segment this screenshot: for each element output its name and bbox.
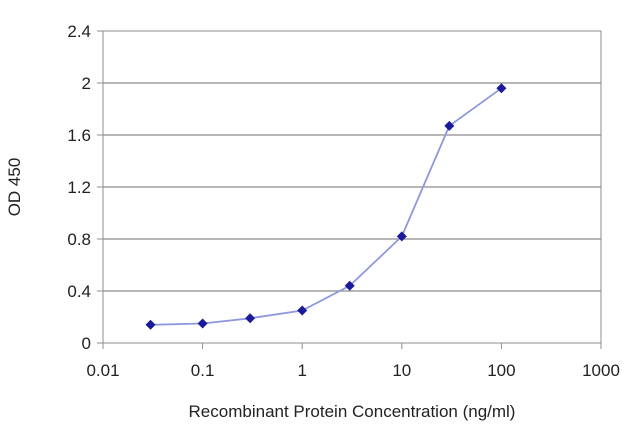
data-point [496,83,507,94]
y-tick-label: 1.6 [67,126,91,145]
data-point [444,120,455,131]
series-line [150,87,502,326]
data-point [145,319,156,330]
y-tick-label: 2.4 [67,22,91,41]
data-point [245,313,256,324]
x-axis-ticks: 0.01 0.1 1 10 100 1000 [86,343,620,380]
x-axis-title: Recombinant Protein Concentration (ng/ml… [189,402,516,421]
y-tick-label: 2 [82,74,91,93]
y-tick-label: 0.8 [67,230,91,249]
x-tick-label: 0.1 [191,361,215,380]
x-tick-label: 100 [487,361,515,380]
y-axis-ticks: 0 0.4 0.8 1.2 1.6 2 2.4 [67,22,103,353]
series-layer [145,83,507,330]
x-tick-label: 1 [297,361,306,380]
x-tick-label: 0.01 [86,361,119,380]
y-tick-label: 1.2 [67,178,91,197]
data-point [396,231,407,242]
grid-lines [103,82,601,292]
data-point [197,318,208,329]
data-point [344,280,355,291]
x-tick-label: 1000 [582,361,620,380]
x-tick-label: 10 [392,361,411,380]
data-point [297,305,308,316]
y-tick-label: 0.4 [67,282,91,301]
y-tick-label: 0 [82,334,91,353]
y-axis-title: OD 450 [5,158,24,217]
